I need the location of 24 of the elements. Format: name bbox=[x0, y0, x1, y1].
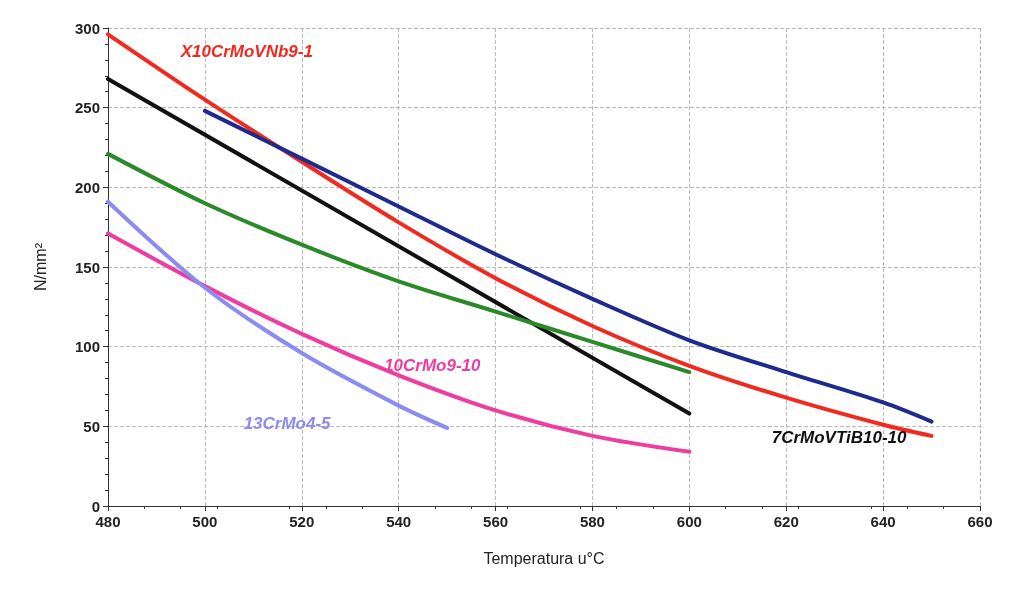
line-series bbox=[106, 231, 692, 454]
x-tick-label: 600 bbox=[676, 513, 702, 530]
y-tick-label: 300 bbox=[74, 19, 100, 37]
x-tick-label: 640 bbox=[870, 513, 896, 530]
y-tick-label: 100 bbox=[74, 338, 100, 356]
x-tick-label: 580 bbox=[579, 513, 605, 530]
x-axis-title: Temperatura u°C bbox=[483, 549, 605, 567]
series-label: X10CrMoVNb9-1 bbox=[179, 42, 313, 62]
x-tick-label: 620 bbox=[773, 513, 799, 530]
x-tick-label: 480 bbox=[95, 513, 121, 530]
x-tick-label: 560 bbox=[483, 513, 509, 530]
text: 7CrMoVTiB10-10 bbox=[771, 427, 908, 447]
y-tick-label: 150 bbox=[74, 258, 100, 276]
y-tick-label: 250 bbox=[74, 99, 100, 117]
y-tick-label: 200 bbox=[74, 178, 100, 196]
x-tick-label: 660 bbox=[967, 513, 993, 530]
y-tick-label: 0 bbox=[91, 497, 100, 515]
x-tick-label: 520 bbox=[289, 513, 315, 530]
x-tick-label: 540 bbox=[386, 513, 412, 530]
line-series bbox=[106, 151, 692, 375]
y-tick-label: 50 bbox=[83, 417, 100, 435]
series-label: 10CrMo9-10 bbox=[384, 356, 482, 376]
x-tick-label: 500 bbox=[192, 513, 218, 530]
y-axis-title: N/mm² bbox=[31, 242, 49, 291]
